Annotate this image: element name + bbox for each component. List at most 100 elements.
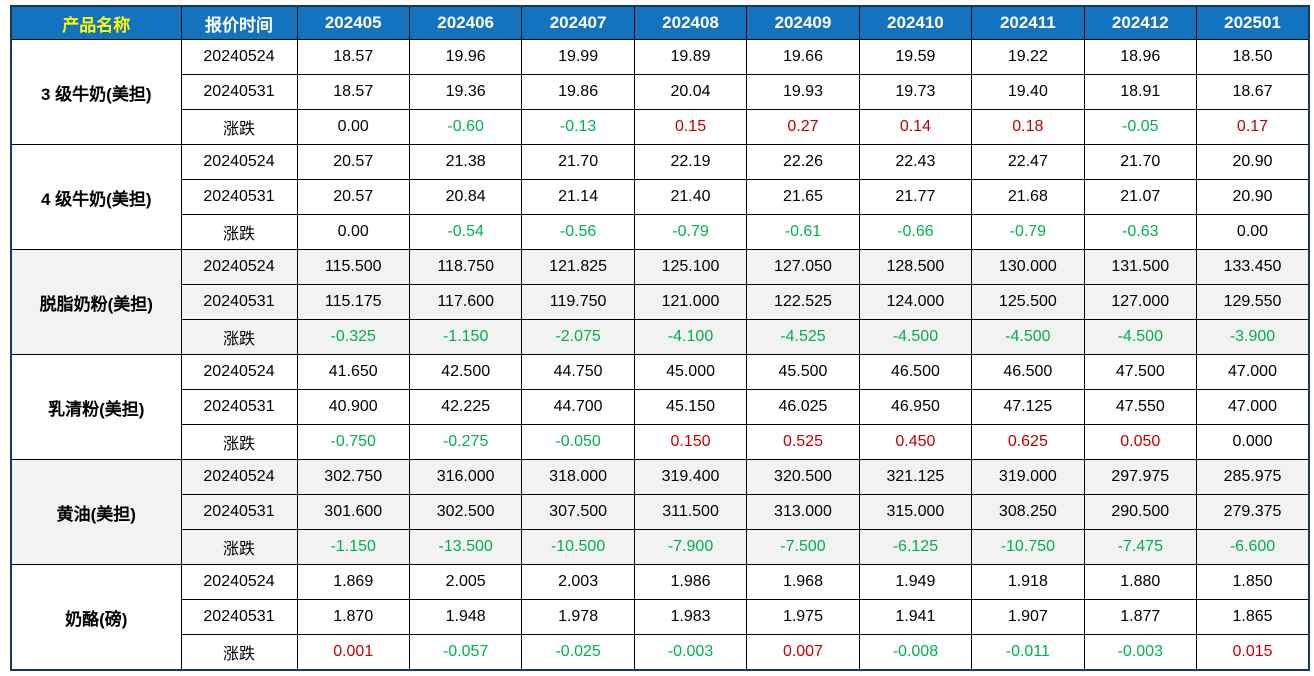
price-value-cell: 297.975: [1083, 459, 1198, 495]
price-value-cell: 46.500: [858, 354, 973, 390]
price-value-cell: 122.525: [746, 284, 860, 320]
price-value-cell: 20.84: [408, 179, 523, 215]
quote-row-group-5: 黄油(美担) 20240524 302.750 316.000 318.000 319.4…: [10, 459, 1310, 565]
dairy-price-table: 产品名称 报价时间 202405 202406 202407 202408 202409 20…: [10, 5, 1310, 671]
quote-date-label: 20240531: [180, 494, 298, 530]
quote-date-label: 20240531: [180, 74, 298, 110]
quote-date-label: 20240531: [180, 179, 298, 215]
header-month-202407: 202407: [521, 5, 635, 40]
change-value-cell: -4.100: [633, 319, 748, 355]
price-value-cell: 121.000: [633, 284, 748, 320]
change-value-cell: -0.56: [521, 214, 635, 250]
change-row-group-1: 涨跌 0.00 -0.60 -0.13 0.15 0.27 0.14 0.18 -0.05 0.1…: [11, 109, 1310, 145]
price-value-cell: 46.500: [971, 354, 1085, 390]
change-value-cell: 0.00: [296, 109, 410, 145]
change-value-cell: 0.001: [296, 634, 410, 671]
change-value-cell: 0.17: [1196, 109, 1310, 145]
change-row-label: 涨跌: [180, 424, 298, 460]
quote-row-group-3: 脱脂奶粉(美担) 20240524 115.500 118.750 121.825 125…: [10, 249, 1310, 355]
quote-date-label: 20240524: [180, 564, 298, 600]
product-name-cell: 黄油(美担): [10, 459, 182, 565]
price-value-cell: 319.000: [971, 459, 1085, 495]
price-value-cell: 115.500: [296, 249, 410, 285]
price-value-cell: 21.70: [1083, 144, 1198, 180]
change-value-cell: -7.500: [746, 529, 860, 565]
change-value-cell: -0.61: [746, 214, 860, 250]
price-value-cell: 18.91: [1083, 74, 1198, 110]
price-value-cell: 302.500: [408, 494, 523, 530]
change-value-cell: -6.125: [858, 529, 973, 565]
price-value-cell: 1.865: [1196, 599, 1310, 635]
price-value-cell: 47.550: [1083, 389, 1198, 425]
product-name-cell: 奶酪(磅): [10, 564, 182, 671]
price-value-cell: 118.750: [408, 249, 523, 285]
price-value-cell: 47.000: [1196, 354, 1310, 390]
price-value-cell: 19.59: [858, 39, 973, 75]
price-value-cell: 18.67: [1196, 74, 1310, 110]
price-value-cell: 128.500: [858, 249, 973, 285]
price-value-cell: 320.500: [746, 459, 860, 495]
table-header: 产品名称 报价时间 202405 202406 202407 202408 202409 20…: [10, 5, 1310, 40]
change-value-cell: -0.66: [858, 214, 973, 250]
price-value-cell: 1.870: [296, 599, 410, 635]
price-value-cell: 20.57: [296, 144, 410, 180]
price-value-cell: 19.22: [971, 39, 1085, 75]
change-value-cell: -0.79: [971, 214, 1085, 250]
price-value-cell: 1.877: [1083, 599, 1198, 635]
change-row-label: 涨跌: [180, 319, 298, 355]
price-value-cell: 21.14: [521, 179, 635, 215]
price-value-cell: 125.100: [633, 249, 748, 285]
price-value-cell: 1.869: [296, 564, 410, 600]
price-value-cell: 133.450: [1196, 249, 1310, 285]
header-month-202408: 202408: [633, 5, 748, 40]
header-month-202410: 202410: [858, 5, 973, 40]
price-value-cell: 42.500: [408, 354, 523, 390]
change-value-cell: -0.025: [521, 634, 635, 671]
price-value-cell: 321.125: [858, 459, 973, 495]
change-value-cell: -4.500: [858, 319, 973, 355]
price-value-cell: 46.025: [746, 389, 860, 425]
change-value-cell: -7.900: [633, 529, 748, 565]
price-value-cell: 45.000: [633, 354, 748, 390]
price-value-cell: 1.978: [521, 599, 635, 635]
header-month-202501: 202501: [1196, 5, 1310, 40]
price-value-cell: 117.600: [408, 284, 523, 320]
change-value-cell: 0.27: [746, 109, 860, 145]
price-value-cell: 308.250: [971, 494, 1085, 530]
price-value-cell: 1.986: [633, 564, 748, 600]
price-value-cell: 45.150: [633, 389, 748, 425]
change-value-cell: -0.275: [408, 424, 523, 460]
price-value-cell: 18.57: [296, 39, 410, 75]
price-value-cell: 47.500: [1083, 354, 1198, 390]
change-row-group-4: 涨跌 -0.750 -0.275 -0.050 0.150 0.525 0.450 0.625…: [11, 424, 1310, 460]
quote-date-label: 20240524: [180, 459, 298, 495]
change-value-cell: 0.525: [746, 424, 860, 460]
price-value-cell: 311.500: [633, 494, 748, 530]
quote-row-group-1: 3 级牛奶(美担) 20240524 18.57 19.96 19.99 19.89 19.…: [10, 39, 1310, 145]
change-value-cell: -6.600: [1196, 529, 1310, 565]
quote-date-label: 20240531: [180, 389, 298, 425]
price-value-cell: 21.38: [408, 144, 523, 180]
price-value-cell: 127.050: [746, 249, 860, 285]
change-value-cell: -1.150: [296, 529, 410, 565]
change-value-cell: 0.15: [633, 109, 748, 145]
quote-row-group-4: 乳清粉(美担) 20240524 41.650 42.500 44.750 45.000 4…: [10, 354, 1310, 460]
price-value-cell: 18.50: [1196, 39, 1310, 75]
price-value-cell: 1.941: [858, 599, 973, 635]
change-value-cell: -0.05: [1083, 109, 1198, 145]
price-value-cell: 307.500: [521, 494, 635, 530]
change-value-cell: 0.150: [633, 424, 748, 460]
price-value-cell: 2.005: [408, 564, 523, 600]
price-value-cell: 315.000: [858, 494, 973, 530]
product-name-cell: 4 级牛奶(美担): [10, 144, 182, 250]
price-value-cell: 21.07: [1083, 179, 1198, 215]
price-value-cell: 313.000: [746, 494, 860, 530]
price-value-cell: 18.57: [296, 74, 410, 110]
price-value-cell: 19.40: [971, 74, 1085, 110]
price-value-cell: 19.36: [408, 74, 523, 110]
quote-date-label: 20240531: [180, 284, 298, 320]
quote-date-label: 20240531: [180, 599, 298, 635]
price-value-cell: 1.918: [971, 564, 1085, 600]
change-row-group-5: 涨跌 -1.150 -13.500 -10.500 -7.900 -7.500 -6.125…: [11, 529, 1310, 565]
